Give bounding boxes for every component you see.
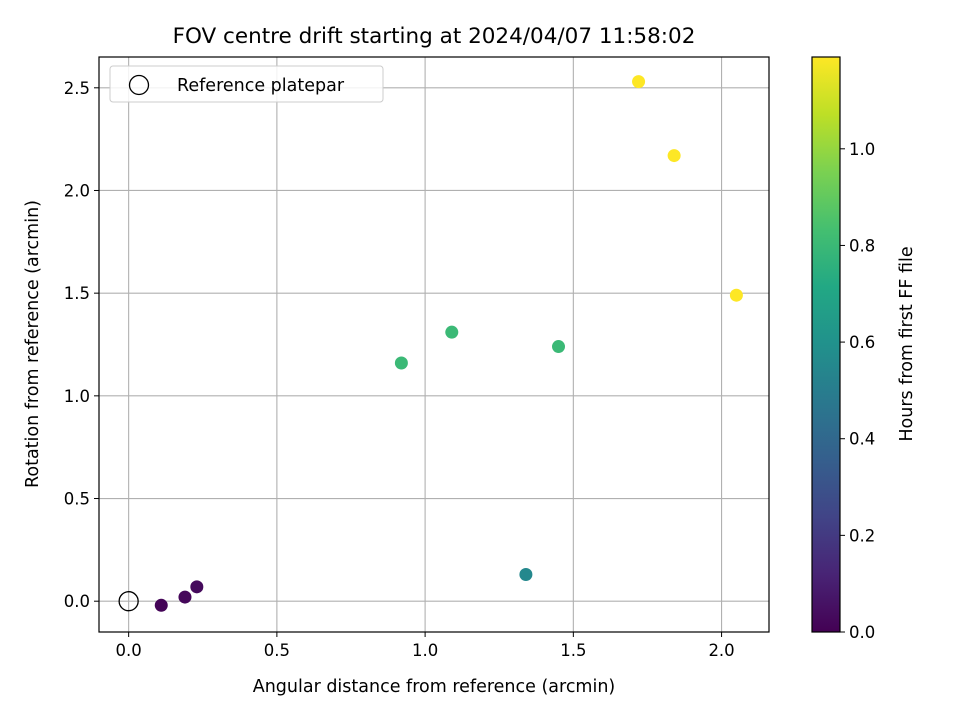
- data-point: [190, 580, 204, 594]
- x-axis-label: Angular distance from reference (arcmin): [253, 677, 616, 697]
- y-tick-label: 2.0: [64, 181, 90, 200]
- colorbar-tick-label: 1.0: [849, 140, 875, 159]
- x-tick-label: 1.0: [412, 641, 438, 660]
- y-tick-label: 0.5: [64, 490, 90, 509]
- colorbar-label: Hours from first FF file: [897, 246, 917, 441]
- legend-box: [109, 65, 384, 103]
- y-axis-label: Rotation from reference (arcmin): [23, 200, 43, 488]
- y-tick-label: 2.5: [64, 79, 90, 98]
- data-point: [632, 75, 646, 89]
- x-axis-ticks: 0.0 0.5 1.0 1.5 2.0: [116, 632, 735, 660]
- data-point: [519, 568, 533, 581]
- y-axis-ticks: 0.0 0.5 1.0 1.5 2.0 2.5: [64, 79, 99, 611]
- colorbar-tick-label: 0.2: [849, 526, 875, 545]
- chart-title: FOV centre drift starting at 2024/04/07 …: [173, 24, 696, 49]
- x-tick-label: 0.5: [264, 641, 290, 660]
- colorbar-tick-label: 0.6: [849, 333, 875, 352]
- data-point: [552, 340, 566, 354]
- data-point: [667, 149, 681, 163]
- x-tick-label: 0.0: [116, 641, 142, 660]
- x-tick-label: 2.0: [708, 641, 734, 660]
- y-tick-label: 0.0: [64, 592, 90, 611]
- grid-lines: [99, 57, 769, 632]
- data-points: [154, 75, 743, 612]
- legend: Reference platepar: [109, 65, 384, 103]
- colorbar-tick-label: 0.0: [849, 623, 875, 642]
- y-tick-label: 1.0: [64, 387, 90, 406]
- colorbar-ticks: 0.0 0.2 0.4 0.6 0.8 1.0: [840, 140, 875, 642]
- x-tick-label: 1.5: [560, 641, 586, 660]
- data-point: [154, 598, 168, 612]
- data-point: [394, 356, 408, 370]
- data-point: [729, 288, 743, 302]
- data-point: [178, 590, 192, 604]
- y-tick-label: 1.5: [64, 284, 90, 303]
- colorbar: [811, 56, 841, 633]
- legend-reference-marker: [128, 74, 150, 96]
- data-point: [445, 325, 459, 339]
- legend-entry-reference: Reference platepar: [177, 76, 345, 96]
- colorbar-tick-label: 0.8: [849, 236, 875, 255]
- plot-frame: [98, 56, 770, 633]
- reference-platepar-marker: [118, 591, 139, 612]
- colorbar-tick-label: 0.4: [849, 430, 875, 449]
